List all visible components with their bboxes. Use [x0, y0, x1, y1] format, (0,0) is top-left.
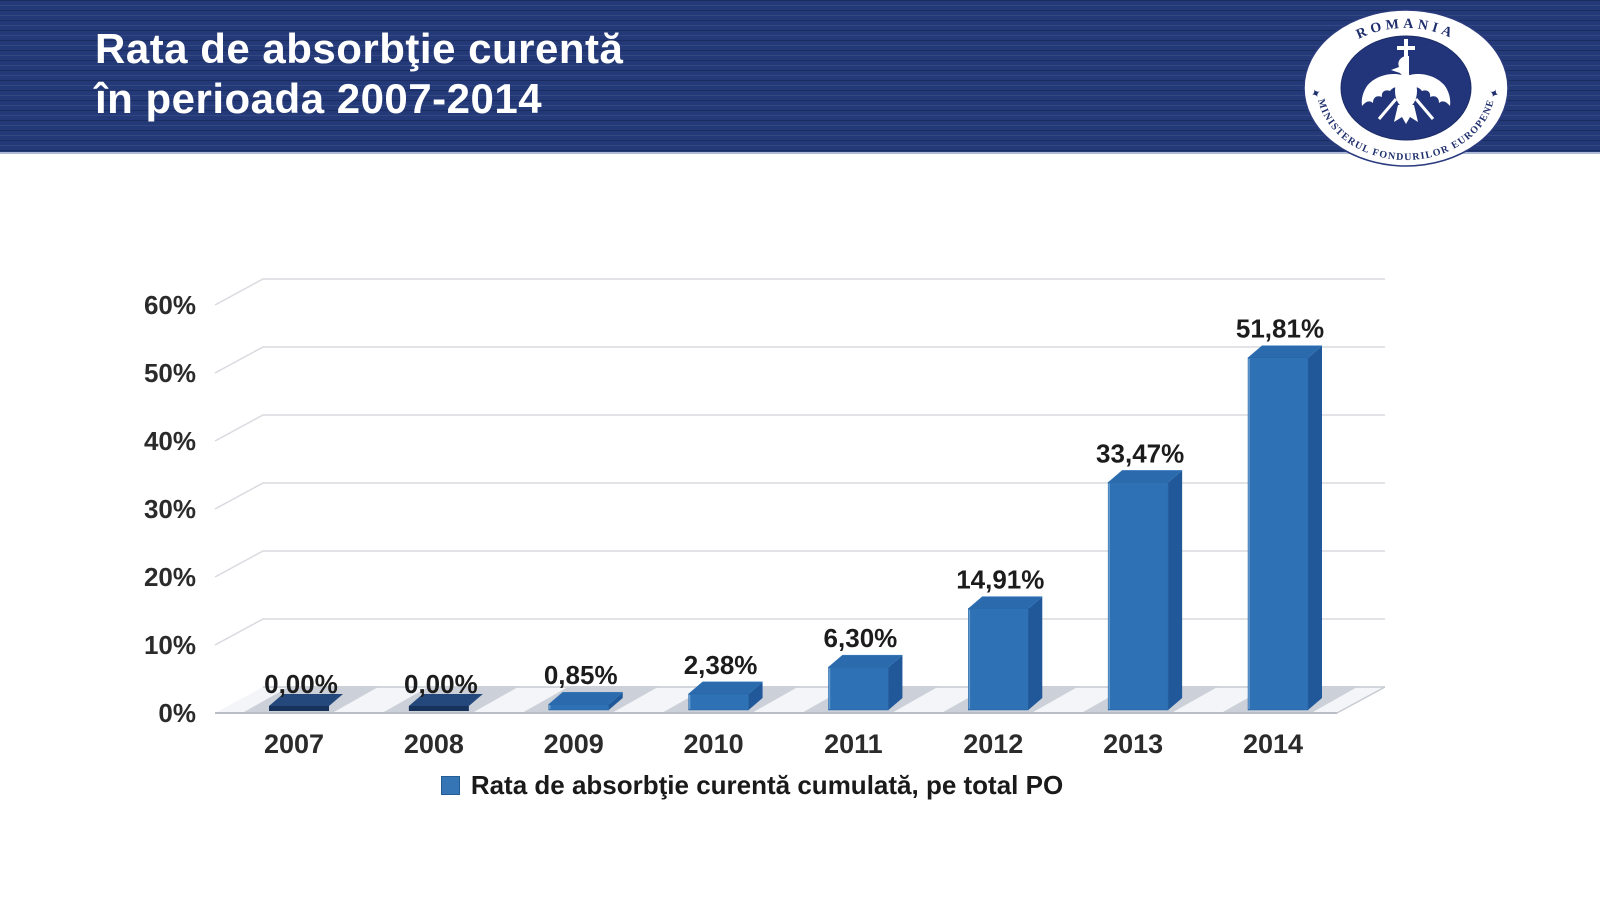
coat-of-arms-eagle-icon [1361, 39, 1451, 124]
bar-2010 [688, 693, 749, 711]
gridline-40% [214, 414, 1385, 442]
bar-side-2012 [1028, 596, 1043, 710]
ytick-label-0%: 0% [158, 698, 196, 728]
xtick-label-2008: 2008 [404, 729, 464, 759]
floor-right-edge [1336, 686, 1386, 714]
bar-2012 [968, 608, 1029, 711]
bar-value-label-2009: 0,85% [544, 660, 618, 690]
bar-top-2008 [408, 694, 483, 706]
bar-side-2009 [608, 692, 623, 710]
gridline-20% [214, 550, 1385, 578]
xtick-label-2007: 2007 [264, 729, 324, 759]
ytick-label-20%: 20% [144, 562, 196, 592]
xtick-label-2011: 2011 [824, 729, 883, 759]
bar-side-2014 [1307, 345, 1322, 710]
bar-value-label-2008: 0,00% [404, 669, 478, 699]
bar-value-label-2012: 14,91% [956, 565, 1044, 595]
bar-value-label-2010: 2,38% [684, 650, 758, 680]
legend-label: Rata de absorbţie curentă cumulată, pe t… [470, 770, 1064, 800]
xtick-label-2014: 2014 [1243, 729, 1303, 759]
bar-2008 [408, 706, 469, 711]
xtick-label-2013: 2013 [1103, 729, 1163, 759]
ministry-seal-logo: ROMANIA MINISTERUL FONDURILOR EUROPENE ✦… [1303, 9, 1509, 167]
bar-side-2013 [1168, 470, 1183, 710]
bar-value-label-2013: 33,47% [1096, 438, 1184, 468]
bar-value-label-2007: 0,00% [264, 669, 338, 699]
bar-2013 [1107, 482, 1169, 711]
ytick-label-60%: 60% [144, 290, 196, 320]
xtick-label-2009: 2009 [544, 729, 604, 759]
bar-side-2011 [888, 655, 903, 710]
bar-top-2007 [269, 694, 343, 706]
xtick-label-2012: 2012 [963, 729, 1023, 759]
legend-swatch [440, 776, 460, 795]
ytick-label-30%: 30% [144, 494, 196, 524]
xtick-label-2010: 2010 [684, 729, 744, 759]
gridline-30% [214, 482, 1385, 510]
gridline-50% [214, 346, 1385, 374]
bar-value-label-2011: 6,30% [824, 623, 898, 653]
ytick-label-10%: 10% [144, 630, 196, 660]
ytick-label-40%: 40% [144, 426, 196, 456]
chart-floor [215, 687, 1385, 713]
bar-2014 [1247, 357, 1309, 711]
slide-title-line1: Rata de absorbţie curentă [95, 25, 624, 72]
bar-2011 [828, 666, 889, 711]
gridline-10% [214, 618, 1385, 646]
slide-title-line2: în perioada 2007-2014 [95, 75, 543, 122]
gridline-60% [214, 278, 1385, 306]
bar-side-2010 [748, 681, 763, 710]
slide-title: Rata de absorbţie curentă în perioada 20… [95, 24, 623, 124]
bar-2009 [548, 703, 609, 711]
ytick-label-50%: 50% [144, 358, 196, 388]
bar-2007 [269, 706, 329, 711]
chart-legend: Rata de absorbţie curentă cumulată, pe t… [0, 770, 1552, 801]
bar-value-label-2014: 51,81% [1236, 314, 1324, 344]
